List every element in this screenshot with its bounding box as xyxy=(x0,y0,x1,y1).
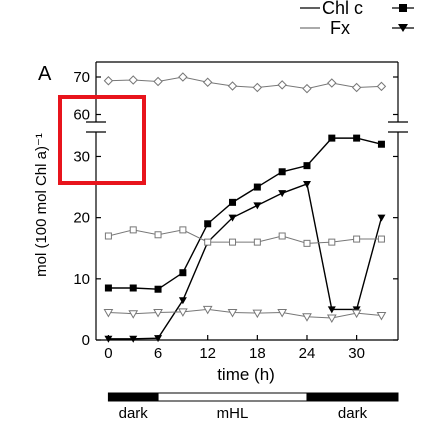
data-point xyxy=(229,198,237,206)
x-tick-label: 24 xyxy=(299,345,316,362)
data-point xyxy=(204,238,212,246)
legend-chl-c-label: Chl c xyxy=(322,0,363,18)
light-bar-label-2: dark xyxy=(338,405,368,422)
light-bar-label-0: dark xyxy=(119,405,149,422)
data-point xyxy=(302,181,311,188)
data-point xyxy=(253,202,262,210)
data-point xyxy=(278,168,286,176)
data-point xyxy=(128,310,139,319)
light-bar-label-1: mHL xyxy=(217,405,249,422)
data-point xyxy=(303,162,311,170)
y-tick-label: 10 xyxy=(73,271,90,288)
data-point xyxy=(153,308,163,318)
y-tick-label: 70 xyxy=(73,69,90,86)
data-point xyxy=(153,76,163,87)
data-point xyxy=(376,81,387,92)
data-point xyxy=(103,308,114,318)
data-point xyxy=(202,77,213,87)
y-tick-label: 60 xyxy=(73,107,90,124)
data-point xyxy=(154,285,162,293)
x-axis-title: time (h) xyxy=(217,365,275,384)
data-point xyxy=(377,140,385,148)
x-tick-label: 6 xyxy=(154,345,162,362)
data-point xyxy=(252,82,263,93)
data-point xyxy=(129,284,137,292)
data-point xyxy=(202,305,213,315)
data-point xyxy=(227,308,238,318)
data-point xyxy=(154,335,163,343)
data-point xyxy=(326,314,337,323)
series-line-2 xyxy=(108,183,383,340)
data-point xyxy=(328,238,336,246)
data-point xyxy=(328,134,336,142)
data-point xyxy=(351,309,362,319)
data-point xyxy=(377,214,386,222)
data-point xyxy=(302,83,312,94)
data-point xyxy=(178,308,188,317)
legend-tri-marker xyxy=(398,24,408,32)
data-point xyxy=(376,312,387,321)
data-point xyxy=(179,226,187,234)
panel-label: A xyxy=(38,63,52,85)
data-point xyxy=(104,232,112,240)
data-point xyxy=(353,134,361,142)
x-tick-label: 12 xyxy=(199,345,216,362)
series-markers xyxy=(103,72,387,343)
data-point xyxy=(178,297,187,305)
data-point xyxy=(277,308,288,318)
data-point xyxy=(278,232,286,240)
legend-chl-c-marker xyxy=(399,4,407,12)
series-line-3 xyxy=(108,229,382,244)
data-point xyxy=(128,75,138,85)
data-point xyxy=(353,235,361,243)
light-bar-segment-1 xyxy=(157,392,308,402)
y-axis-title: mol (100 mol Chl a)⁻¹ xyxy=(33,133,50,277)
series-line-0 xyxy=(108,137,382,290)
data-point xyxy=(278,190,287,198)
data-point xyxy=(104,284,112,292)
light-bar-segment-2 xyxy=(306,392,399,402)
data-point xyxy=(204,220,212,228)
data-point xyxy=(103,76,114,86)
data-point xyxy=(303,239,311,247)
data-point xyxy=(252,309,263,319)
data-point xyxy=(327,78,337,88)
data-point xyxy=(351,82,362,93)
y-tick-label: 30 xyxy=(73,148,90,165)
light-bar-segment-0 xyxy=(107,392,159,402)
data-point xyxy=(253,238,261,246)
data-point xyxy=(227,81,238,91)
data-point xyxy=(253,183,261,191)
data-point xyxy=(104,335,113,343)
light-regime-bar: dark mHL dark xyxy=(107,392,399,422)
legend-fx-label: Fx xyxy=(330,18,350,38)
data-point xyxy=(129,226,137,234)
axis-ticks: 0 6 12 18 24 30 0 10 20 30 60 70 xyxy=(73,69,398,362)
x-tick-label: 0 xyxy=(104,345,112,362)
x-tick-label: 18 xyxy=(249,345,266,362)
y-tick-label: 20 xyxy=(73,210,90,227)
data-point xyxy=(228,214,237,222)
plot-frame xyxy=(86,61,408,341)
data-point xyxy=(377,235,385,243)
data-point xyxy=(178,72,188,82)
legend: Chl c Fx xyxy=(300,0,414,38)
data-point xyxy=(327,306,336,314)
series-line-1 xyxy=(108,76,382,90)
data-point xyxy=(154,231,162,239)
x-tick-label: 30 xyxy=(348,345,365,362)
series-line-4 xyxy=(108,308,382,319)
data-point xyxy=(302,313,312,322)
data-point xyxy=(129,335,138,343)
data-point xyxy=(229,238,237,246)
data-point xyxy=(179,269,187,277)
series-lines xyxy=(108,76,383,340)
data-point xyxy=(277,80,287,90)
y-tick-label: 0 xyxy=(82,332,90,349)
highlight-box xyxy=(58,95,146,185)
